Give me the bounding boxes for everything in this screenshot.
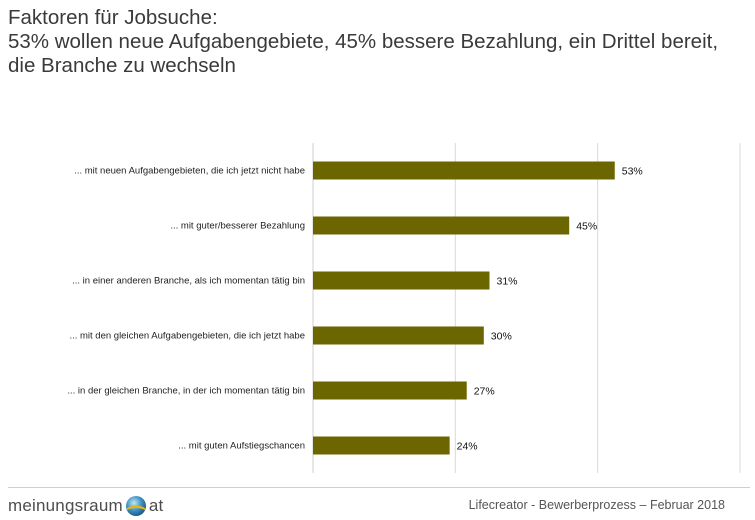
chart-subtitle-line-1: 53% wollen neue Aufgabengebiete, 45% bes… — [8, 30, 719, 53]
bar-chart: ... mit neuen Aufgabengebieten, die ich … — [67, 143, 741, 473]
bar — [313, 326, 484, 345]
value-label: 27% — [474, 386, 495, 398]
bar — [313, 381, 467, 400]
bars — [313, 161, 615, 455]
chart-subtitle-line-2: die Branche zu wechseln — [8, 54, 236, 77]
category-label: ... mit guter/besserer Bezahlung — [170, 221, 305, 232]
value-label: 30% — [491, 331, 512, 343]
value-label: 31% — [496, 276, 517, 288]
meinungsraum-logo: meinungsraum at — [8, 494, 163, 518]
category-label: ... in der gleichen Branche, in der ich … — [67, 386, 305, 397]
category-labels: ... mit neuen Aufgabengebieten, die ich … — [67, 166, 305, 452]
gridlines — [454, 143, 741, 473]
value-labels: 53% 45% 31% 30% 27% 24% — [457, 166, 643, 453]
bar — [313, 436, 450, 455]
bar — [313, 161, 615, 180]
value-label: 45% — [576, 221, 597, 233]
category-label: ... mit neuen Aufgabengebieten, die ich … — [74, 166, 305, 177]
value-label: 53% — [622, 166, 643, 178]
logo-text-right: at — [148, 496, 164, 515]
value-label: 24% — [457, 441, 478, 453]
bar — [313, 216, 570, 235]
source-note: Lifecreator - Bewerberprozess – Februar … — [468, 498, 725, 512]
category-label: ... mit den gleichen Aufgabengebieten, d… — [69, 331, 305, 342]
chart-title: Faktoren für Jobsuche: — [8, 6, 218, 29]
footer-divider — [8, 487, 750, 488]
globe-icon — [125, 496, 146, 516]
title-block: Faktoren für Jobsuche: 53% wollen neue A… — [8, 6, 753, 78]
logo-text-left: meinungsraum — [8, 496, 123, 515]
category-label: ... mit guten Aufstiegschancen — [178, 441, 305, 452]
bar — [313, 271, 490, 290]
category-label: ... in einer anderen Branche, als ich mo… — [72, 276, 305, 287]
